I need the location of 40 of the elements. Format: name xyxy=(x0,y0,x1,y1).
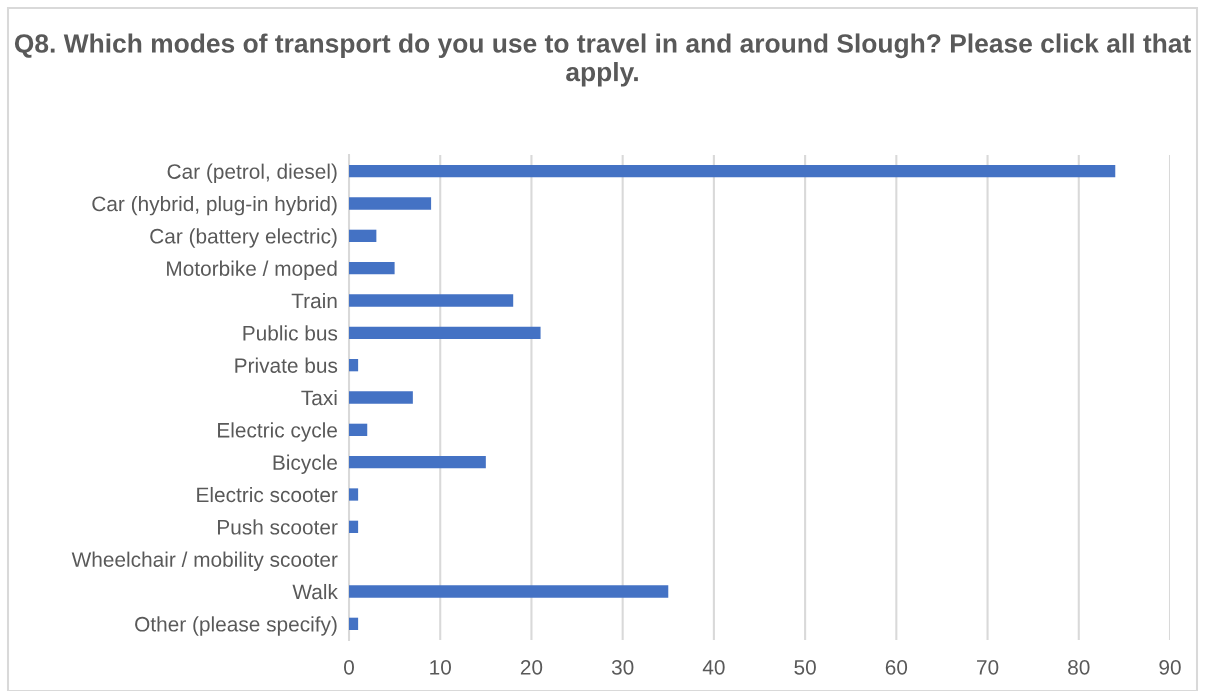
x-tick-label: 70 xyxy=(977,659,999,675)
x-tick-label: 90 xyxy=(1159,659,1181,675)
x-tick-label: 60 xyxy=(885,659,908,675)
x-tick-label: 0 xyxy=(344,659,354,675)
y-tick-label: Bicycle xyxy=(273,454,337,475)
y-tick-label: Car (battery electric) xyxy=(150,228,337,248)
x-tick-label: 30 xyxy=(611,659,634,675)
x-tick-label: 50 xyxy=(794,659,816,675)
bar xyxy=(349,262,395,275)
bar xyxy=(349,391,413,404)
y-tick-label: Electric scooter xyxy=(197,486,338,503)
y-tick-label: Private bus xyxy=(235,357,338,373)
bar xyxy=(349,423,368,436)
bar xyxy=(349,229,377,242)
bar xyxy=(349,165,1116,178)
y-tick-label: Wheelchair / mobility scooter xyxy=(71,551,338,572)
bar xyxy=(349,617,359,630)
bar xyxy=(349,197,432,210)
y-tick-label: Train xyxy=(291,292,337,309)
y-tick-label: Electric cycle xyxy=(218,422,337,442)
x-tick-label: 80 xyxy=(1068,659,1090,675)
bar xyxy=(349,326,541,339)
bar xyxy=(349,488,359,501)
x-tick-label: 20 xyxy=(520,659,543,675)
chart-title: Q8. Which modes of transport do you use to travel in and around Slough? Please click all that apply. xyxy=(14,33,1191,87)
bar xyxy=(349,520,359,533)
bar xyxy=(349,359,359,372)
y-tick-label: Other (please specify) xyxy=(135,616,337,636)
x-tick-label: 10 xyxy=(430,659,451,675)
y-tick-label: Push scooter xyxy=(218,519,338,535)
x-tick-label: 40 xyxy=(702,659,725,675)
y-tick-label: Motorbike / moped xyxy=(167,260,337,281)
y-tick-label: Car (hybrid, plug-in hybrid) xyxy=(92,195,337,216)
bar xyxy=(349,294,514,307)
y-tick-label: Walk xyxy=(292,583,338,600)
bar xyxy=(349,585,669,598)
y-tick-label: Taxi xyxy=(301,389,337,406)
y-tick-label: Public bus xyxy=(243,325,338,341)
bar xyxy=(349,456,486,469)
y-tick-label: Car (petrol, diesel) xyxy=(167,163,337,184)
